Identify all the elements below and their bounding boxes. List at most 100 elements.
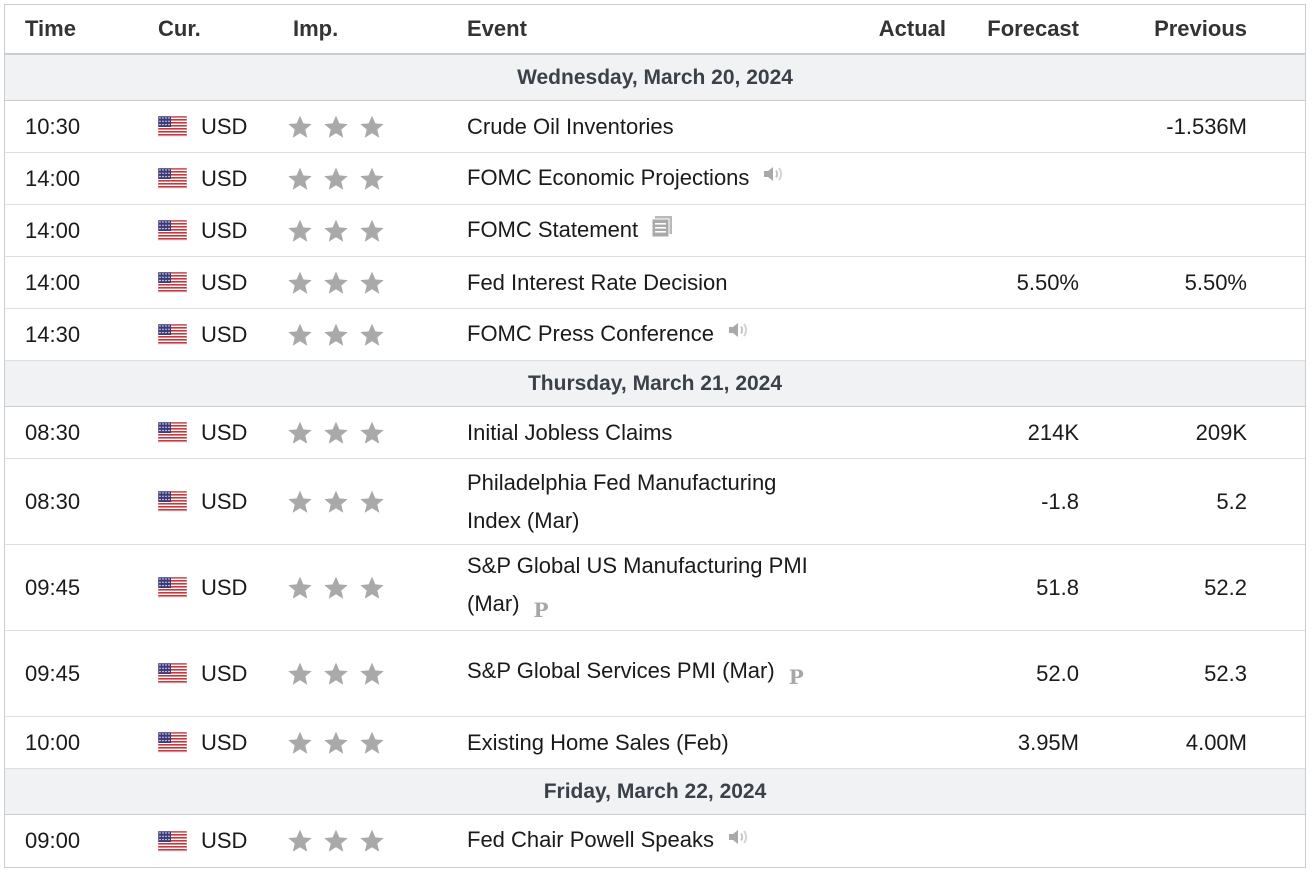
event-time: 14:00 (25, 269, 81, 295)
event-name-link[interactable]: Fed Interest Rate Decision (467, 269, 728, 295)
event-row[interactable]: 14:00 USD FOMC Economic Projections (5, 153, 1305, 205)
event-name-link[interactable]: Initial Jobless Claims (467, 419, 673, 445)
preliminary-icon[interactable]: P (788, 664, 804, 689)
star-icon (360, 219, 384, 242)
event-name-link[interactable]: S&P Global US Manufacturing PMI (Mar) (467, 552, 808, 616)
currency-code: USD (201, 321, 248, 347)
us-flag-icon (158, 663, 187, 684)
header-event[interactable]: Event (467, 16, 527, 41)
event-cell: FOMC Statement (441, 211, 821, 250)
header-previous[interactable]: Previous (1154, 16, 1247, 41)
speaker-icon[interactable] (726, 823, 750, 861)
star-icon (324, 421, 348, 444)
star-icon (324, 731, 348, 754)
economic-calendar: Time Cur. Imp. Event Actual Forecast Pre… (4, 4, 1306, 868)
event-currency: USD (132, 218, 263, 244)
header-forecast[interactable]: Forecast (987, 16, 1079, 41)
importance-rating (263, 114, 441, 140)
star-icon (360, 421, 384, 444)
event-time: 10:00 (25, 729, 81, 755)
star-icon (360, 167, 384, 190)
currency-code: USD (201, 660, 248, 686)
event-cell: Fed Chair Powell Speaks (441, 821, 821, 860)
event-time: 14:00 (25, 217, 81, 243)
currency-code: USD (201, 729, 248, 755)
event-time: 09:00 (25, 828, 81, 853)
event-row[interactable]: 10:00 USD Existing Home Sales (Feb) 3.95M 4.… (5, 717, 1305, 769)
event-forecast: 5.50% (1016, 269, 1079, 295)
event-forecast: 3.95M (1017, 729, 1079, 755)
event-forecast: 214K (1027, 419, 1079, 445)
importance-rating (263, 218, 441, 244)
star-icon (288, 219, 312, 242)
event-previous: 4.00M (1185, 729, 1247, 755)
event-row[interactable]: 08:30 USD Philadelphia Fed Manufacturing I… (5, 459, 1305, 545)
event-name-link[interactable]: Philadelphia Fed Manufacturing Index (Ma… (467, 469, 777, 533)
event-row[interactable]: 14:00 USD FOMC Statement (5, 205, 1305, 257)
event-row[interactable]: 10:30 USD Crude Oil Inventories -1.536M (5, 101, 1305, 153)
currency-code: USD (201, 488, 248, 514)
importance-rating (263, 270, 441, 296)
event-name-link[interactable]: FOMC Press Conference (467, 320, 714, 346)
event-previous: 5.50% (1184, 269, 1247, 295)
us-flag-icon (158, 220, 187, 241)
star-icon (360, 323, 384, 346)
event-currency: USD (132, 489, 263, 515)
event-time: 10:30 (25, 113, 81, 139)
event-row[interactable]: 14:30 USD FOMC Press Conference (5, 309, 1305, 361)
currency-code: USD (201, 269, 248, 295)
importance-rating (263, 322, 441, 348)
event-cell: FOMC Press Conference (441, 315, 821, 354)
header-importance[interactable]: Imp. (293, 16, 339, 41)
star-icon (360, 576, 384, 599)
currency-code: USD (201, 574, 248, 600)
star-icon (288, 167, 312, 190)
event-time: 14:00 (25, 165, 81, 191)
event-name-link[interactable]: Crude Oil Inventories (467, 113, 674, 139)
day-header: Friday, March 22, 2024 (5, 769, 1305, 815)
us-flag-icon (158, 168, 187, 189)
star-icon (288, 662, 312, 685)
event-name-link[interactable]: Existing Home Sales (Feb) (467, 729, 729, 755)
star-icon (288, 576, 312, 599)
event-currency: USD (132, 730, 263, 756)
event-row[interactable]: 09:45 USD S&P Global Services PMI (Mar) P 52… (5, 631, 1305, 717)
star-icon (288, 829, 312, 852)
event-time: 09:45 (25, 574, 81, 600)
event-previous: 52.3 (1204, 660, 1247, 686)
event-name-link[interactable]: S&P Global Services PMI (Mar) (467, 657, 775, 683)
star-icon (288, 421, 312, 444)
event-row[interactable]: 14:00 USD Fed Interest Rate Decision 5.50% 5… (5, 257, 1305, 309)
event-previous: 5.2 (1216, 488, 1247, 514)
event-cell: Existing Home Sales (Feb) (441, 724, 821, 762)
event-currency: USD (132, 661, 263, 687)
event-forecast: 51.8 (1036, 574, 1079, 600)
event-row[interactable]: 09:45 USD S&P Global US Manufacturing PMI … (5, 545, 1305, 631)
currency-code: USD (201, 165, 248, 191)
event-currency: USD (132, 575, 263, 601)
document-icon[interactable] (650, 212, 674, 250)
event-name-link[interactable]: FOMC Statement (467, 216, 639, 242)
event-cell: Crude Oil Inventories (441, 108, 821, 146)
event-row[interactable]: 09:00 USD Fed Chair Powell Speaks (5, 815, 1305, 867)
currency-code: USD (201, 113, 248, 139)
event-row[interactable]: 08:30 USD Initial Jobless Claims 214K 209K (5, 407, 1305, 459)
preliminary-icon[interactable]: P (533, 597, 549, 622)
us-flag-icon (158, 491, 187, 512)
header-currency[interactable]: Cur. (158, 16, 201, 41)
event-name-link[interactable]: FOMC Economic Projections (467, 164, 750, 190)
event-cell: FOMC Economic Projections (441, 159, 821, 198)
star-icon (288, 731, 312, 754)
star-icon (360, 271, 384, 294)
event-name-link[interactable]: Fed Chair Powell Speaks (467, 827, 715, 853)
event-forecast: -1.8 (1041, 488, 1079, 514)
importance-rating (263, 420, 441, 446)
us-flag-icon (158, 116, 187, 137)
speaker-icon[interactable] (761, 160, 785, 198)
star-icon (360, 662, 384, 685)
speaker-icon[interactable] (726, 316, 750, 354)
day-header: Wednesday, March 20, 2024 (5, 55, 1305, 101)
header-time[interactable]: Time (25, 16, 76, 41)
header-actual[interactable]: Actual (878, 16, 946, 41)
star-icon (324, 167, 348, 190)
